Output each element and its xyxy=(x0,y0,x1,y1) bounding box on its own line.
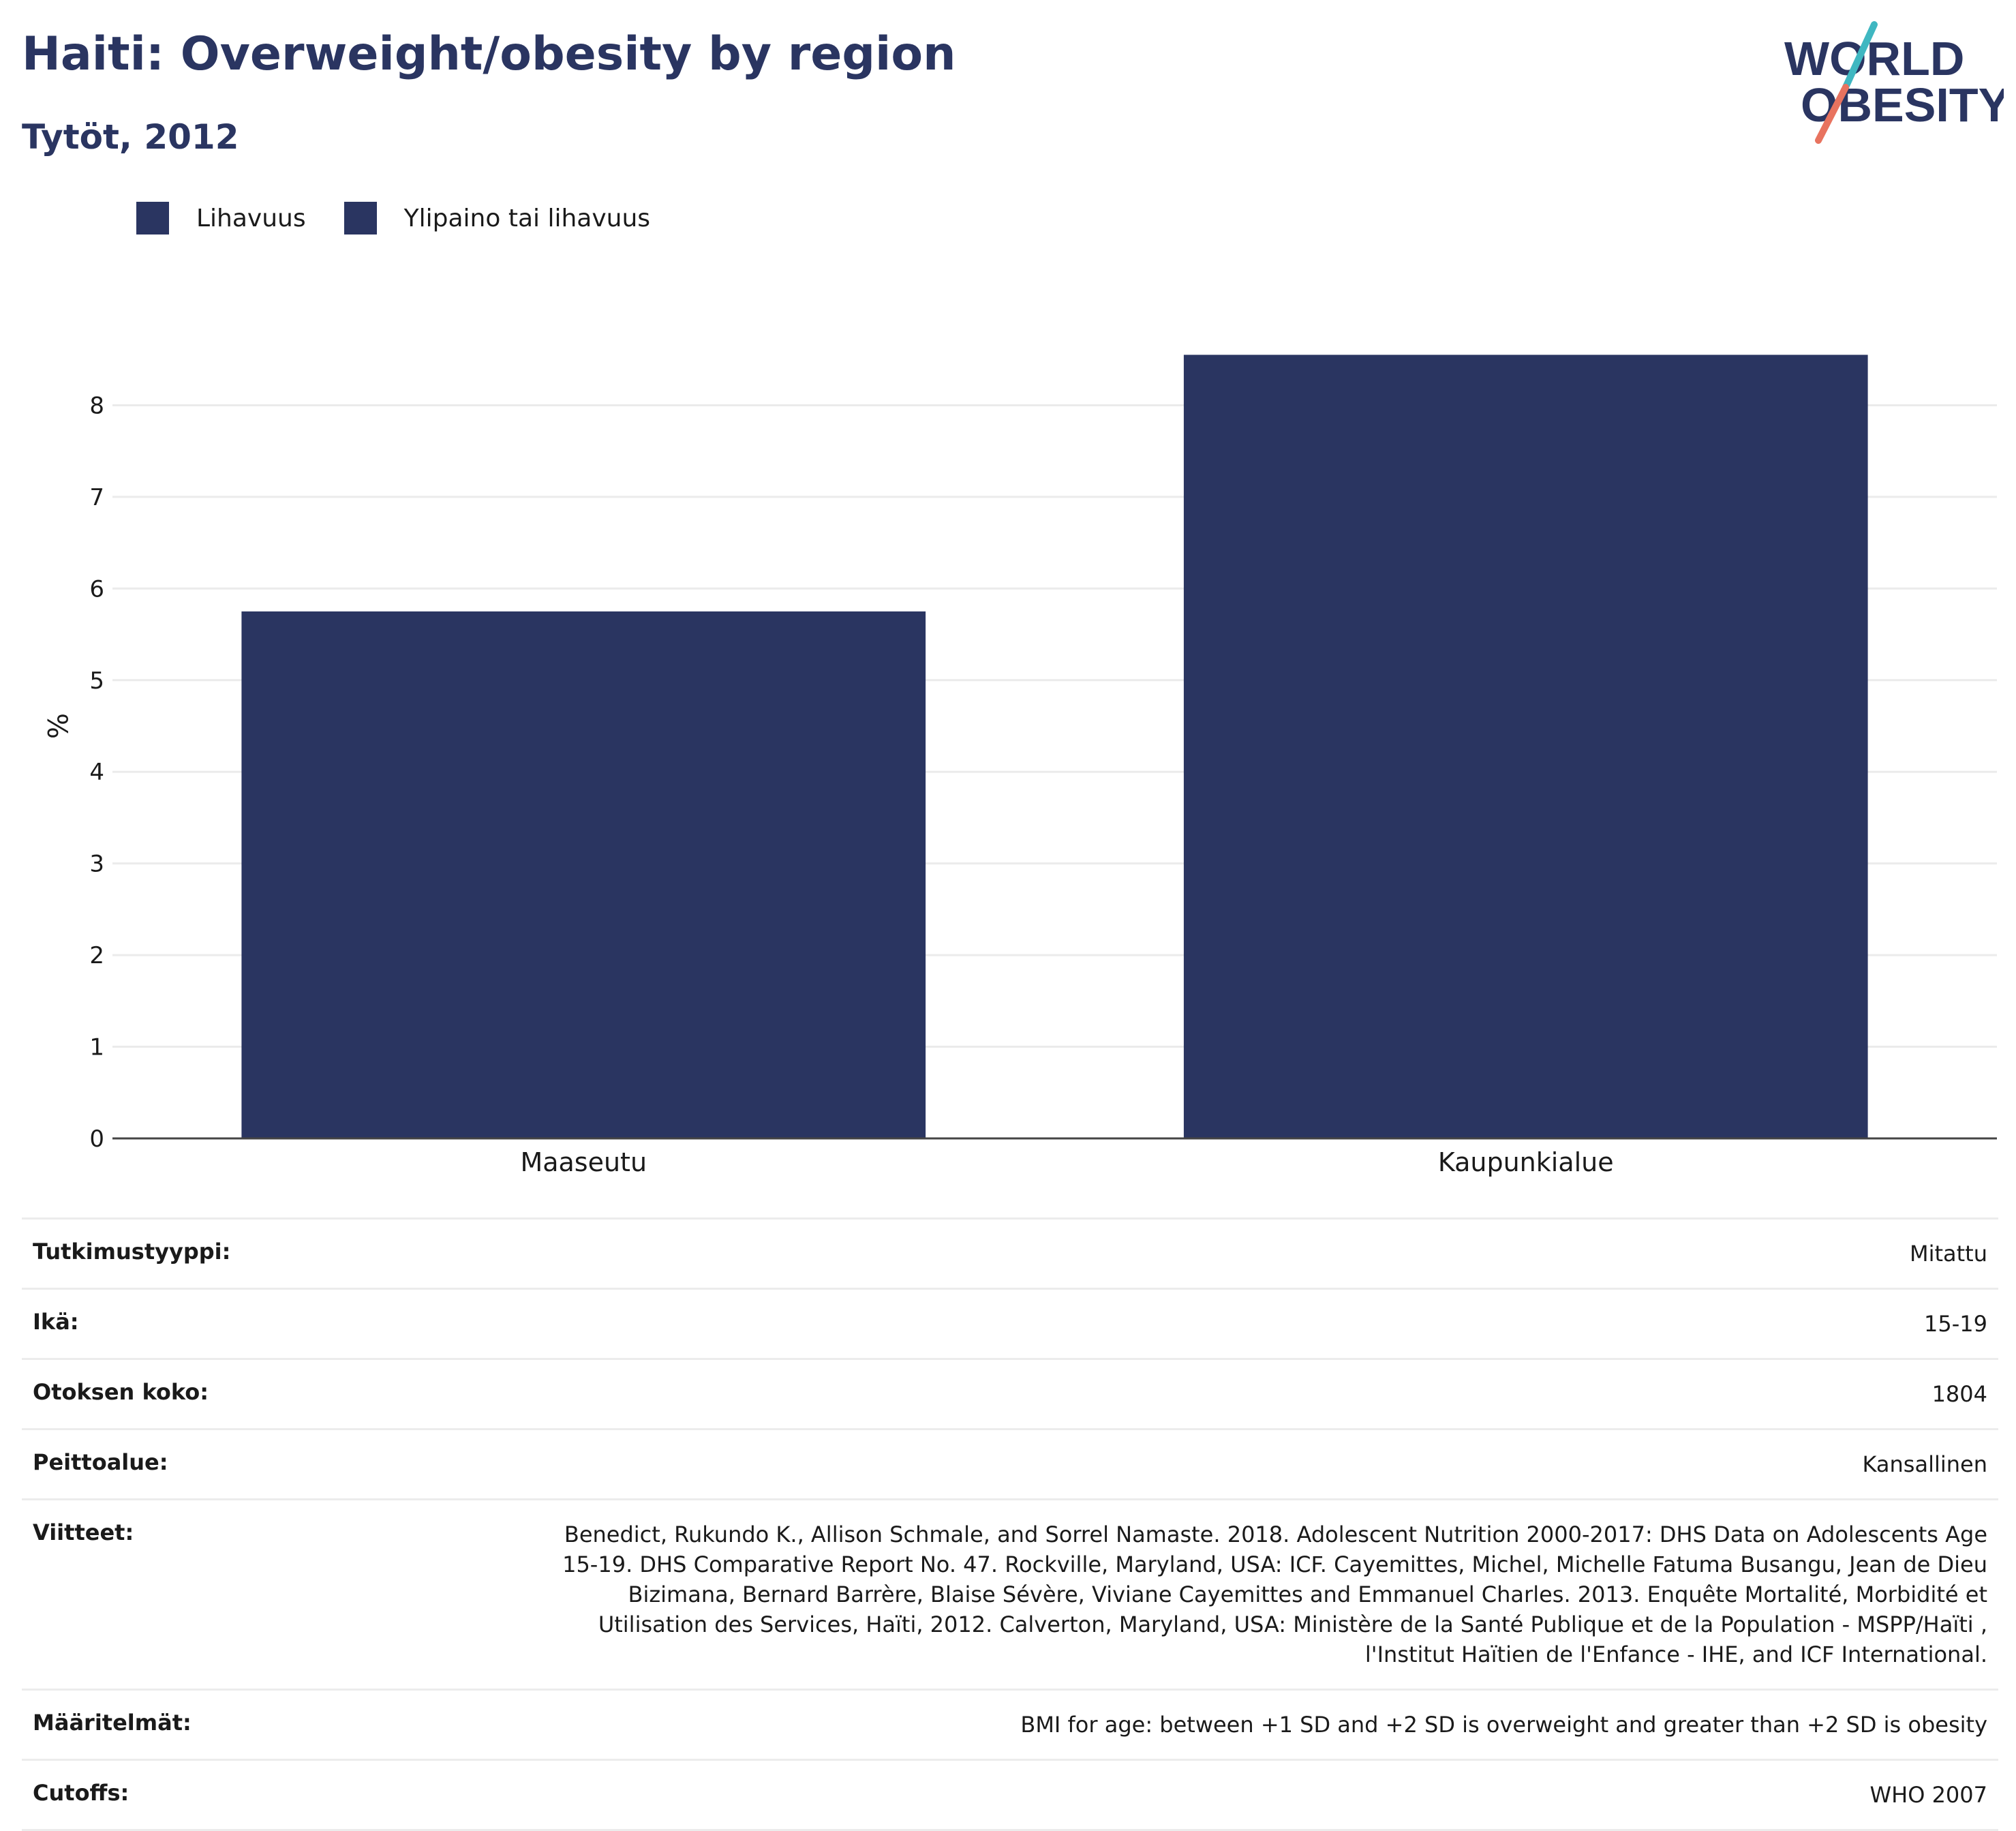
info-value: BMI for age: between +1 SD and +2 SD is … xyxy=(1020,1712,1987,1738)
legend-item-overweight-or-obesity[interactable]: Ylipaino tai lihavuus xyxy=(343,202,651,234)
chart-legend: Lihavuus Ylipaino tai lihavuus xyxy=(136,202,688,234)
info-row: Määritelmät: BMI for age: between +1 SD … xyxy=(22,1689,1998,1759)
legend-swatch xyxy=(343,202,377,234)
chart-subtitle: Tytöt, 2012 xyxy=(22,117,239,157)
info-value: 1804 xyxy=(1931,1381,1987,1407)
info-key: Peittoalue: xyxy=(33,1449,168,1475)
y-tick-label: 2 xyxy=(89,942,104,969)
legend-item-obesity[interactable]: Lihavuus xyxy=(136,202,306,234)
logo-slash-bottom xyxy=(1815,84,1849,144)
legend-label: Ylipaino tai lihavuus xyxy=(403,204,651,232)
logo-line1: WORLD xyxy=(1784,32,1964,85)
info-value: WHO 2007 xyxy=(1869,1782,1988,1808)
x-tick-label: Maaseutu xyxy=(520,1147,647,1177)
info-key: Määritelmät: xyxy=(33,1710,192,1736)
info-key: Otoksen koko: xyxy=(33,1379,209,1405)
chart-title: Haiti: Overweight/obesity by region xyxy=(22,27,956,81)
y-tick-label: 6 xyxy=(89,575,104,603)
info-row: Tutkimustyyppi: Mitattu xyxy=(22,1217,1998,1288)
y-tick-label: 8 xyxy=(89,392,104,419)
legend-swatch xyxy=(136,202,169,234)
y-axis-label: % xyxy=(41,713,72,739)
y-tick-label: 7 xyxy=(89,484,104,511)
y-tick-label: 4 xyxy=(89,759,104,786)
info-value: 15-19 xyxy=(1924,1311,1987,1337)
info-value: Kansallinen xyxy=(1862,1451,1987,1477)
y-tick-label: 0 xyxy=(89,1125,104,1153)
info-key: Tutkimustyyppi: xyxy=(33,1239,231,1265)
bar-chart: 0 1 2 3 4 5 6 7 8 Maaseutu Kaupunkialue% xyxy=(41,354,1997,1177)
world-obesity-logo: WORLD OBESITY xyxy=(1784,21,2004,144)
info-row: Peittoalue: Kansallinen xyxy=(22,1428,1998,1498)
info-key: Viitteet: xyxy=(33,1519,134,1545)
info-row: Otoksen koko: 1804 xyxy=(22,1358,1998,1428)
logo-line2: OBESITY xyxy=(1801,78,2004,132)
y-tick-label: 5 xyxy=(89,667,104,695)
info-row: Cutoffs: WHO 2007 xyxy=(22,1759,1998,1831)
info-value: Mitattu xyxy=(1909,1241,1987,1267)
logo-slash-top xyxy=(1842,21,1878,91)
bar xyxy=(241,611,926,1138)
y-tick-label: 1 xyxy=(89,1034,104,1061)
info-key: Cutoffs: xyxy=(33,1780,129,1806)
info-row: Ikä: 15-19 xyxy=(22,1288,1998,1358)
info-value: Benedict, Rukundo K., Allison Schmale, a… xyxy=(562,1522,1987,1667)
x-tick-label: Kaupunkialue xyxy=(1438,1147,1614,1177)
info-table: Tutkimustyyppi: Mitattu Ikä: 15-19 Otoks… xyxy=(22,1217,1998,1831)
info-row: Viitteet: Benedict, Rukundo K., Allison … xyxy=(22,1498,1998,1689)
legend-label: Lihavuus xyxy=(196,204,306,232)
info-key: Ikä: xyxy=(33,1309,79,1335)
bar xyxy=(1183,354,1868,1138)
y-tick-label: 3 xyxy=(89,851,104,878)
